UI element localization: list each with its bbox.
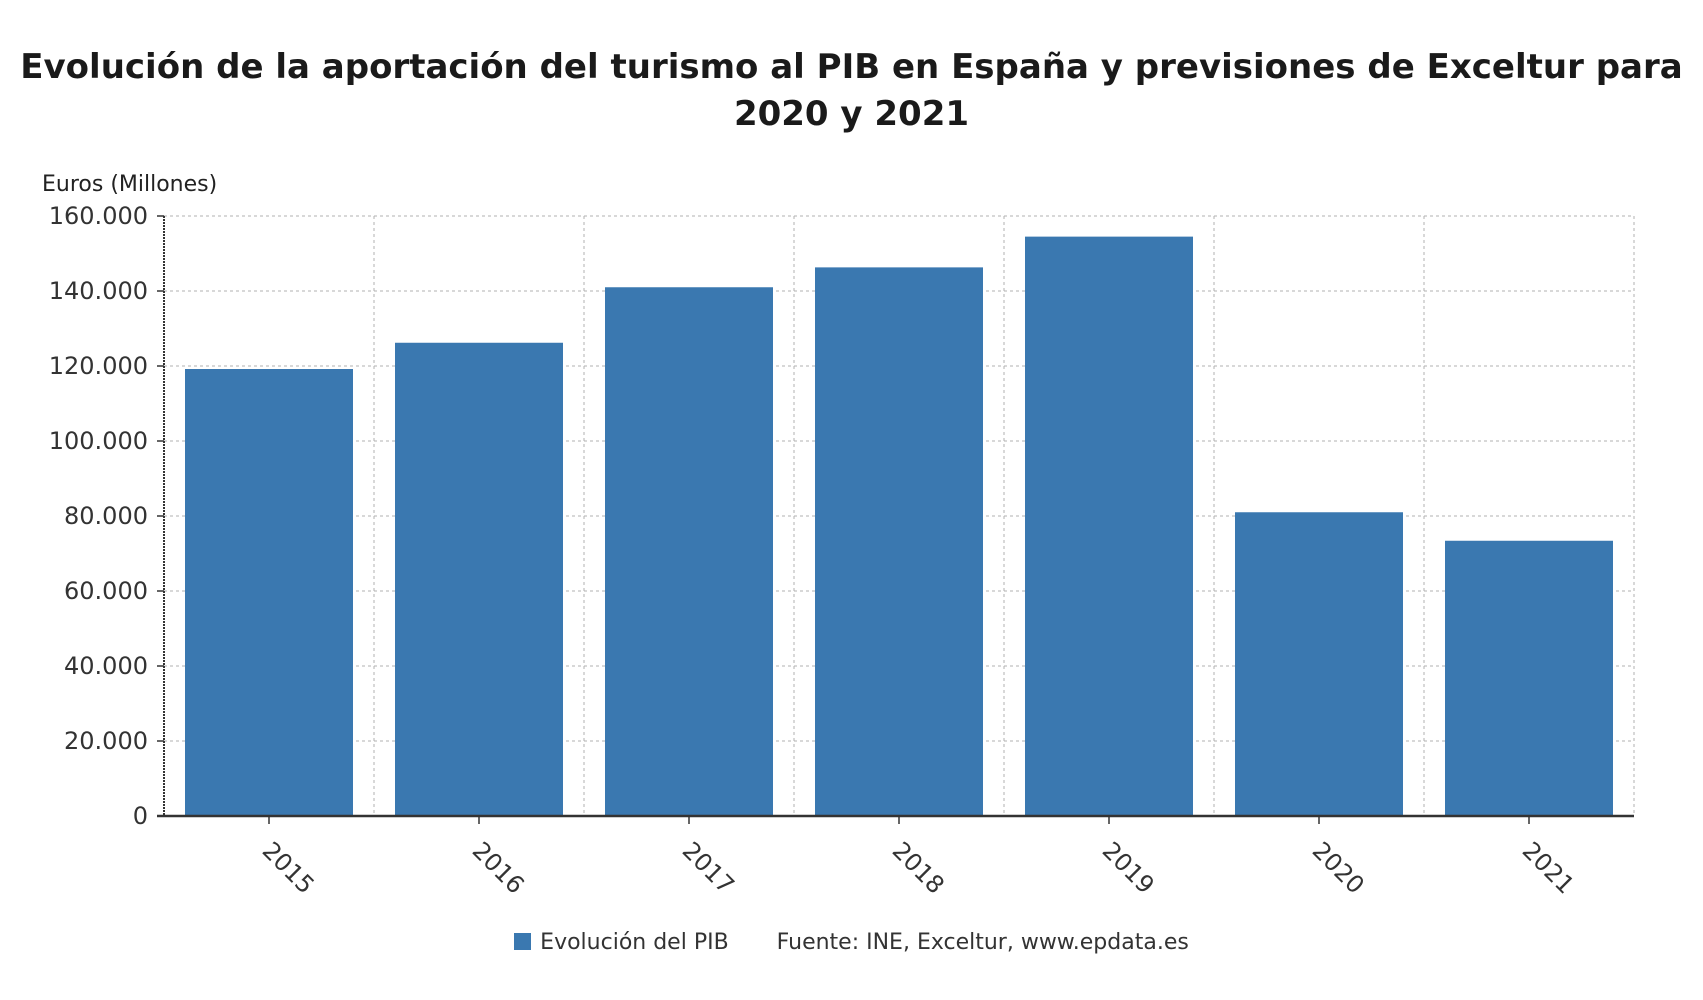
- chart-title-line-1: Evolución de la aportación del turismo a…: [20, 47, 1683, 87]
- y-tick-label: 40.000: [64, 652, 148, 680]
- legend-swatch: [514, 933, 532, 950]
- bar: [395, 342, 563, 816]
- y-tick-label: 60.000: [64, 577, 148, 605]
- source-text: Fuente: INE, Exceltur, www.epdata.es: [776, 930, 1189, 955]
- bar: [1235, 512, 1403, 816]
- chart-title-line-2: 2020 y 2021: [733, 94, 970, 134]
- y-axis-label: Euros (Millones): [42, 172, 217, 197]
- bar: [1445, 540, 1613, 816]
- y-tick-label: 120.000: [49, 352, 148, 380]
- x-tick-label: 2017: [677, 836, 740, 899]
- y-tick-label: 80.000: [64, 502, 148, 530]
- chart-title: Evolución de la aportación del turismo a…: [0, 44, 1703, 138]
- bar: [605, 287, 773, 816]
- y-tick-label: 0: [133, 802, 148, 830]
- bars: [185, 236, 1613, 816]
- x-tick-label: 2021: [1517, 836, 1580, 899]
- x-tick-label: 2019: [1097, 836, 1160, 899]
- y-tick-label: 140.000: [49, 277, 148, 305]
- x-tick-label: 2016: [467, 836, 530, 899]
- bar: [1025, 236, 1193, 816]
- x-tick-label: 2020: [1307, 836, 1370, 899]
- x-tick-label: 2018: [887, 836, 950, 899]
- y-tick-label: 160.000: [49, 202, 148, 230]
- legend: Evolución del PIB Fuente: INE, Exceltur, …: [0, 930, 1703, 955]
- x-tick-label: 2015: [257, 836, 320, 899]
- legend-label: Evolución del PIB: [540, 930, 729, 955]
- y-tick-label: 20.000: [64, 727, 148, 755]
- y-tick-label: 100.000: [49, 427, 148, 455]
- bar: [185, 369, 353, 816]
- bar: [815, 267, 983, 816]
